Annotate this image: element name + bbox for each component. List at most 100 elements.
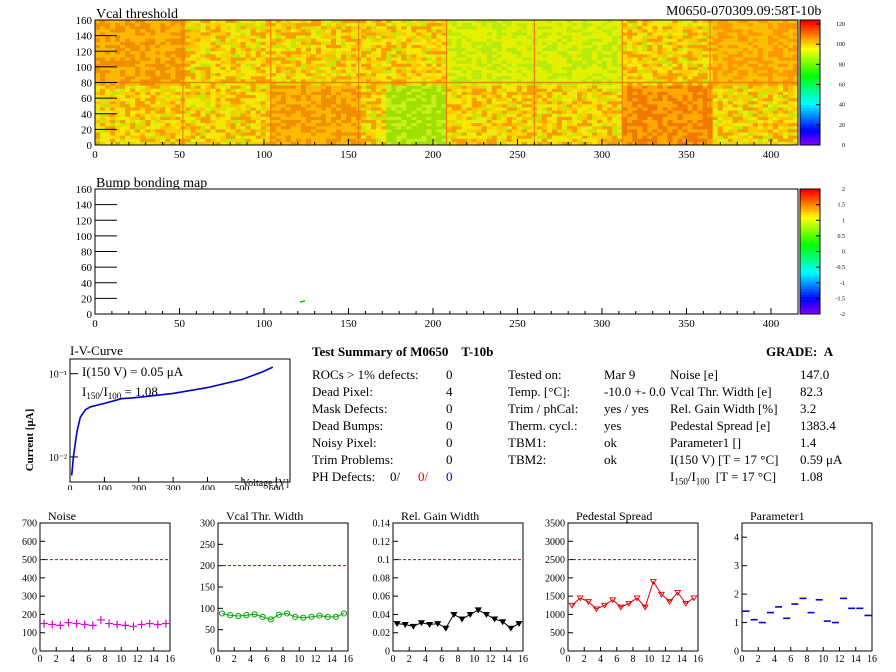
heat-cell <box>205 51 211 55</box>
heat-cell <box>185 76 191 80</box>
heat-cell <box>667 120 673 124</box>
heat-cell <box>511 98 518 102</box>
heat-cell <box>471 104 478 108</box>
heat-cell <box>416 35 422 40</box>
heat-cell <box>767 76 774 80</box>
heat-cell <box>110 57 116 62</box>
heat-cell <box>205 120 211 124</box>
heat-cell <box>95 32 101 37</box>
heat-cell <box>320 82 327 87</box>
heat-cell <box>120 73 126 77</box>
heat-cell <box>551 126 558 130</box>
heat-cell <box>250 32 257 37</box>
heat-cell <box>612 20 618 24</box>
heat-cell <box>346 129 352 133</box>
heat-cell <box>546 79 553 83</box>
heat-cell <box>782 116 789 121</box>
heat-cell <box>175 123 181 127</box>
heat-cell <box>320 98 327 102</box>
heat-cell <box>290 32 297 37</box>
heat-cell <box>541 107 548 112</box>
heat-cell <box>105 29 111 33</box>
heat-cell <box>386 45 392 49</box>
heat-cell <box>486 73 493 77</box>
heat-cell <box>431 54 437 58</box>
heat-cell <box>160 23 166 27</box>
heat-cell <box>336 104 342 108</box>
heat-cell <box>501 104 508 108</box>
heat-cell <box>692 126 698 130</box>
heat-cell <box>682 126 688 130</box>
heat-cell <box>351 45 357 49</box>
heat-cell <box>657 20 663 24</box>
heat-cell <box>617 123 623 127</box>
heat-cell <box>637 79 643 83</box>
heat-cell <box>612 82 618 87</box>
heat-cell <box>692 35 698 40</box>
heat-cell <box>602 70 608 74</box>
heat-cell <box>536 129 543 133</box>
heat-cell <box>546 51 553 55</box>
heat-cell <box>516 120 523 124</box>
heat-cell <box>366 63 372 68</box>
heat-cell <box>125 98 131 102</box>
heat-cell <box>411 48 417 52</box>
heat-cell <box>240 35 247 40</box>
heat-cell <box>285 79 292 83</box>
heat-cell <box>471 113 478 118</box>
heat-cell <box>260 91 267 96</box>
heat-cell <box>371 113 377 118</box>
heat-cell <box>787 123 794 127</box>
heat-cell <box>732 35 739 40</box>
heat-cell <box>476 126 483 130</box>
heat-cell <box>757 51 764 55</box>
heat-cell <box>95 23 101 27</box>
heat-cell <box>341 48 347 52</box>
heat-cell <box>732 60 739 65</box>
heat-cell <box>280 26 287 30</box>
heat-cell <box>767 73 774 77</box>
heat-cell <box>300 123 307 127</box>
heat-cell <box>496 82 503 87</box>
heat-cell <box>772 20 779 24</box>
heat-cell <box>220 57 226 62</box>
heat-cell <box>115 95 121 99</box>
heat-cell <box>200 82 206 87</box>
heat-cell <box>145 113 151 118</box>
heat-cell <box>782 98 789 102</box>
heat-cell <box>280 88 287 93</box>
heat-cell <box>341 20 347 24</box>
heat-cell <box>461 57 467 62</box>
heat-cell <box>205 82 211 87</box>
heat-cell <box>230 41 236 46</box>
heat-cell <box>130 23 136 27</box>
heat-cell <box>677 32 683 37</box>
heat-cell <box>125 38 131 43</box>
heat-cell <box>205 95 211 99</box>
heat-cell <box>792 104 799 108</box>
heat-cell <box>712 54 719 58</box>
heat-cell <box>461 66 467 71</box>
heat-cell <box>371 66 377 71</box>
heat-cell <box>215 79 221 83</box>
heat-cell <box>476 35 483 40</box>
heat-cell <box>577 82 583 87</box>
heat-cell <box>742 70 749 74</box>
heat-cell <box>456 35 462 40</box>
heat-cell <box>230 123 236 127</box>
heat-cell <box>772 76 779 80</box>
heat-cell <box>682 98 688 102</box>
heat-cell <box>260 98 267 102</box>
heat-cell <box>150 126 156 130</box>
heat-cell <box>220 45 226 49</box>
heat-cell <box>456 79 462 83</box>
heat-cell <box>772 107 779 112</box>
heat-cell <box>476 110 483 115</box>
heat-cell <box>100 76 106 80</box>
heat-cell <box>551 82 558 87</box>
heat-cell <box>300 73 307 77</box>
heat-cell <box>155 60 161 65</box>
heat-cell <box>732 95 739 99</box>
heat-cell <box>426 38 432 43</box>
heat-cell <box>130 126 136 130</box>
